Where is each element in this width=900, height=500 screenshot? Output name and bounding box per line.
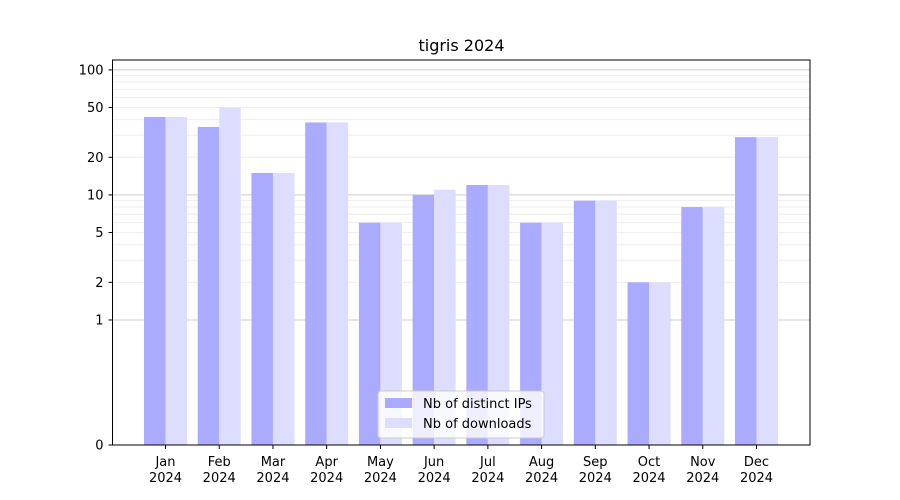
bar-downloads-aug (541, 222, 564, 445)
x-tick-label-month: Jun (423, 455, 444, 470)
bar-downloads-sep (595, 200, 617, 445)
bar-ips-dec (735, 137, 757, 445)
y-tick-label: 5 (95, 226, 103, 241)
bar-ips-jul (466, 185, 488, 445)
y-tick-label: 50 (87, 101, 104, 116)
x-tick-label-month: Sep (583, 455, 608, 470)
y-tick-label: 10 (87, 188, 104, 203)
bar-downloads-jan (165, 117, 187, 445)
bar-ips-feb (197, 126, 220, 446)
x-tick-label-month: May (367, 455, 394, 470)
bar-ips-sep (573, 200, 596, 445)
legend-label: Nb of distinct IPs (423, 397, 532, 412)
bar-downloads-jun (434, 189, 456, 445)
axes: 0125102050100Jan2024Feb2024Mar2024Apr202… (79, 59, 811, 486)
x-tick-label-year: 2024 (364, 471, 397, 486)
y-tick-label: 1 (95, 313, 103, 328)
bar-downloads-nov (702, 207, 725, 445)
bar-ips-nov (681, 207, 703, 445)
bar-ips-apr (305, 122, 327, 445)
plot-frame (112, 59, 811, 446)
y-tick-label: 2 (95, 276, 103, 291)
bar-ips-may (358, 222, 381, 445)
y-tick-label: 100 (79, 63, 104, 78)
x-tick-label-year: 2024 (203, 471, 236, 486)
x-tick-label-year: 2024 (525, 471, 558, 486)
bar-downloads-oct (649, 282, 671, 445)
x-tick-label-month: Dec (744, 455, 769, 470)
bar-ips-oct (627, 282, 650, 445)
y-tick-label: 20 (87, 151, 104, 166)
bar-downloads-apr (326, 122, 349, 445)
bar-ips-aug (520, 222, 542, 445)
bar-ips-jun (412, 194, 435, 445)
x-tick-label-month: Mar (261, 455, 286, 470)
x-tick-label-year: 2024 (740, 471, 773, 486)
x-tick-label-month: Nov (690, 455, 716, 470)
x-tick-label-month: Feb (208, 455, 231, 470)
x-tick-label-year: 2024 (149, 471, 182, 486)
y-tick-label: 0 (95, 439, 103, 454)
bar-downloads-feb (219, 107, 241, 446)
x-tick-label-year: 2024 (471, 471, 504, 486)
chart-title: tigris 2024 (418, 36, 504, 55)
x-tick-label-month: Aug (529, 455, 554, 470)
legend: Nb of distinct IPs Nb of downloads (377, 390, 545, 439)
bar-downloads-may (380, 222, 402, 445)
x-tick-label-year: 2024 (686, 471, 719, 486)
x-tick-label-year: 2024 (310, 471, 343, 486)
legend-label: Nb of downloads (423, 417, 532, 432)
x-tick-label-month: Apr (315, 455, 338, 470)
x-tick-label-month: Jan (154, 455, 175, 470)
x-tick-label-month: Jul (479, 455, 496, 470)
bars (144, 107, 778, 446)
x-tick-label-year: 2024 (256, 471, 289, 486)
x-tick-label-year: 2024 (418, 471, 451, 486)
legend-swatch (385, 398, 412, 408)
bar-downloads-jul (487, 185, 510, 445)
x-tick-label-month: Oct (638, 455, 660, 470)
bar-downloads-dec (756, 137, 778, 445)
bar-ips-mar (251, 172, 273, 445)
x-tick-label-year: 2024 (579, 471, 612, 486)
legend-box (377, 390, 545, 439)
bar-ips-jan (144, 117, 166, 445)
legend-swatch (385, 418, 412, 428)
x-tick-label-year: 2024 (632, 471, 665, 486)
bar-downloads-mar (272, 172, 295, 445)
